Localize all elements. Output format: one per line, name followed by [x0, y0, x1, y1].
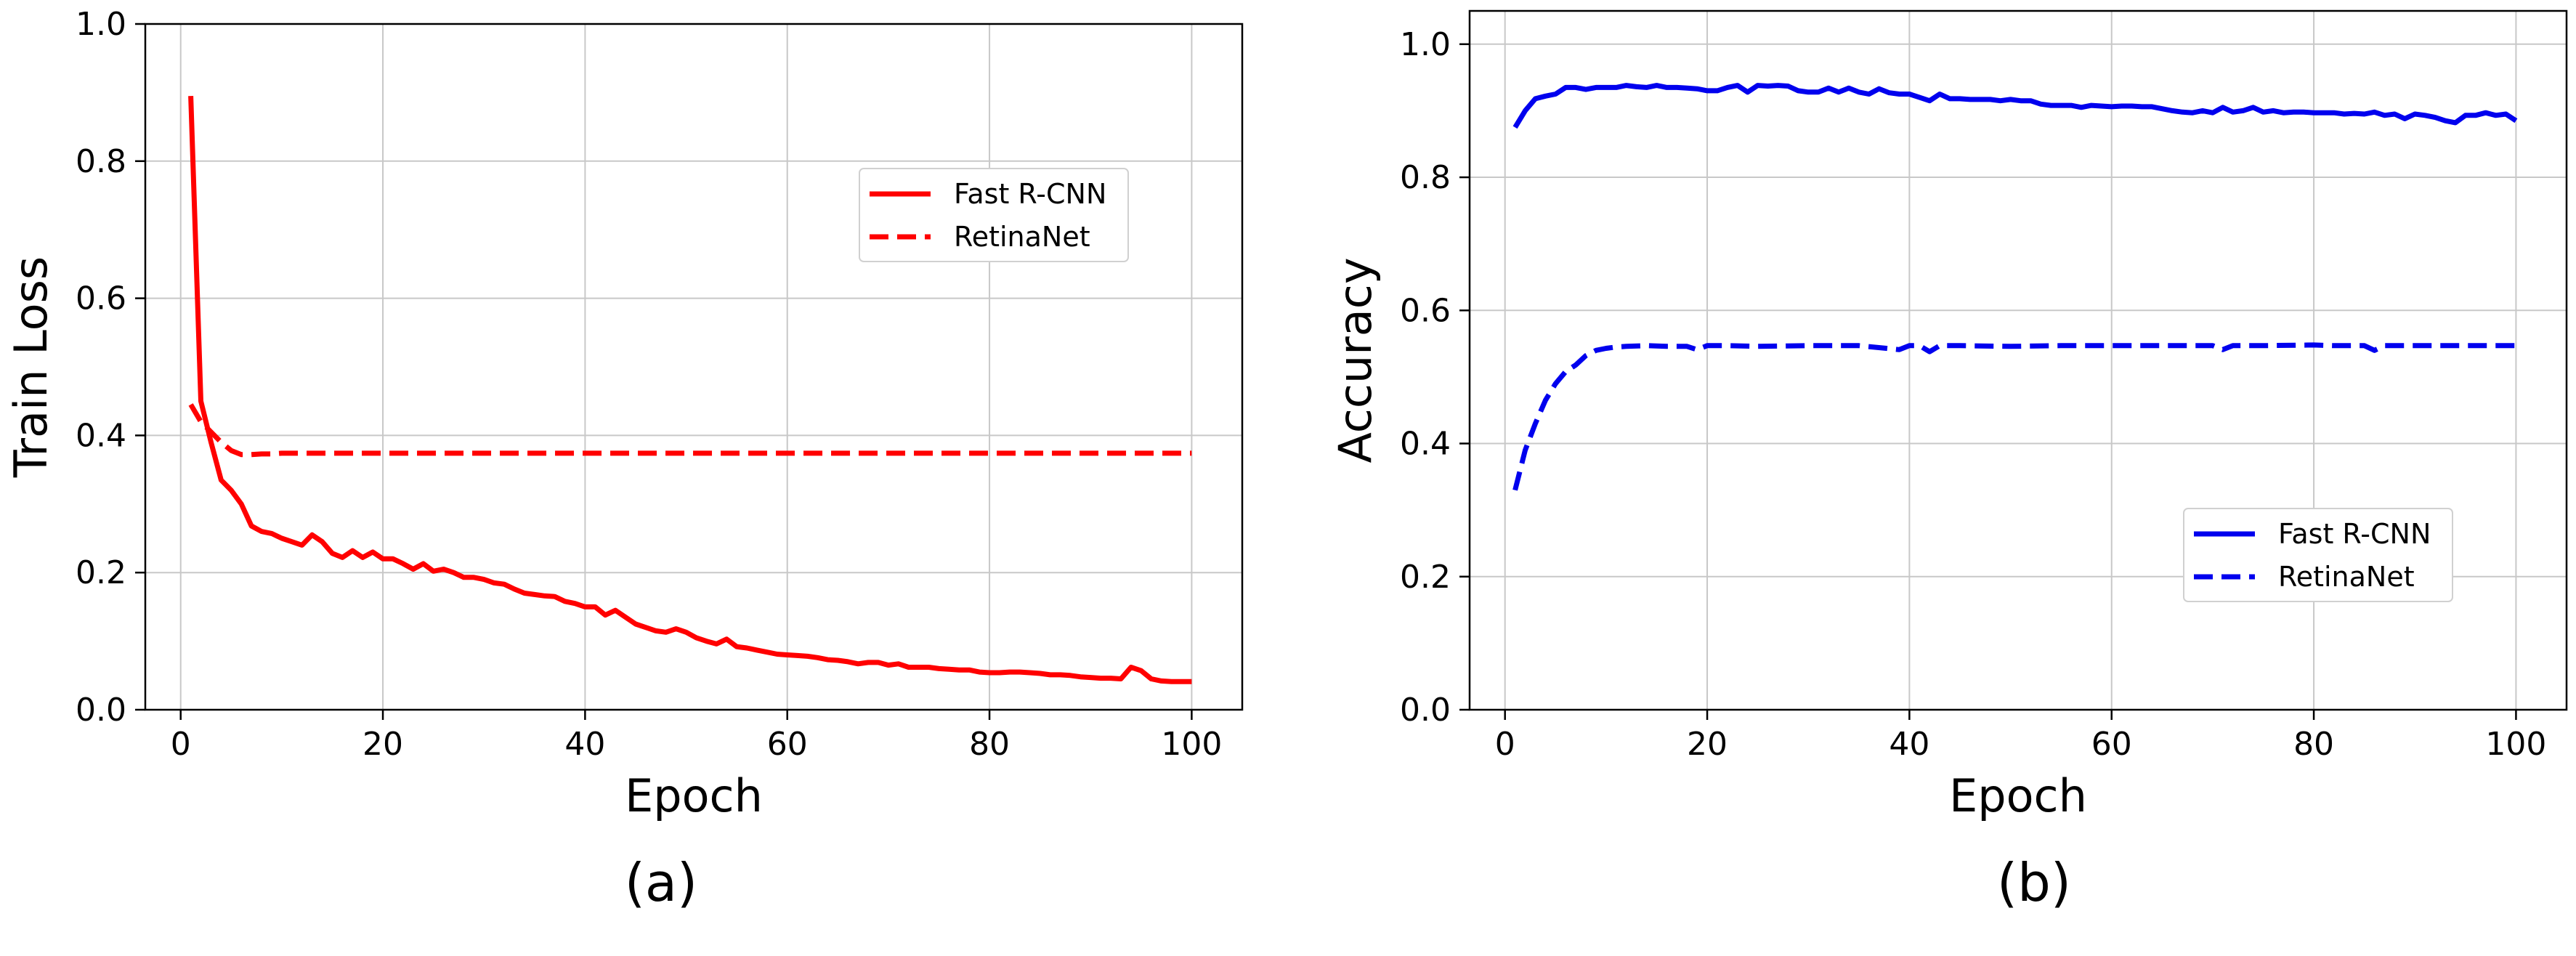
legend-label: Fast R-CNN	[2278, 518, 2431, 550]
legend-label: RetinaNet	[954, 221, 1090, 253]
x-tick-label: 60	[2091, 726, 2132, 763]
x-tick-label: 20	[362, 726, 403, 763]
y-tick-label: 0.6	[76, 280, 126, 317]
x-tick-label: 0	[1495, 726, 1515, 763]
x-tick-label: 40	[564, 726, 605, 763]
x-tick-label: 0	[171, 726, 191, 763]
y-tick-label: 0.8	[1400, 159, 1451, 196]
axes-frame	[144, 23, 1244, 711]
y-tick-label: 0.8	[76, 143, 126, 180]
y-axis-label: Train Loss	[4, 256, 57, 478]
series-line-fast-r-cnn	[188, 95, 1192, 684]
y-tick-label: 0.4	[76, 417, 126, 454]
y-tick-label: 0.0	[76, 692, 126, 729]
y-tick-label: 1.0	[76, 6, 126, 43]
panel-a: 0 20 40 60 80 100 0.0 0.2 0.4 0.6 0.8 1.0 Epoch Train…	[4, 6, 1244, 913]
y-tick-label: 0.6	[1400, 292, 1451, 329]
legend: Fast R-CNN RetinaNet	[2183, 508, 2453, 602]
x-tick-label: 100	[1161, 726, 1222, 763]
y-tick-label: 1.0	[1400, 26, 1451, 63]
y-tick-label: 0.2	[76, 554, 126, 591]
series-line-fast-r-cnn	[1512, 83, 2518, 129]
y-tick-label: 0.2	[1400, 559, 1451, 596]
legend: Fast R-CNN RetinaNet	[859, 168, 1129, 262]
series-line-retinanet	[188, 403, 1192, 458]
legend-label: RetinaNet	[2278, 561, 2415, 593]
x-tick-label: 80	[969, 726, 1010, 763]
series-line-retinanet	[1512, 342, 2516, 491]
x-tick-label: 40	[1889, 726, 1929, 763]
legend-label: Fast R-CNN	[954, 178, 1106, 210]
panel-caption: (b)	[1997, 852, 2071, 913]
x-tick-label: 20	[1687, 726, 1728, 763]
y-tick-label: 0.0	[1400, 692, 1451, 729]
y-axis-label: Accuracy	[1329, 257, 1382, 463]
panel-caption: (a)	[625, 852, 697, 913]
x-axis-label: Epoch	[625, 769, 763, 822]
x-tick-label: 60	[767, 726, 808, 763]
y-tick-label: 0.4	[1400, 426, 1451, 463]
x-tick-label: 80	[2293, 726, 2334, 763]
x-axis-label: Epoch	[1949, 769, 2087, 822]
x-tick-label: 100	[2485, 726, 2546, 763]
axes-frame	[1468, 9, 2568, 711]
panel-b: 0 20 40 60 80 100 0.0 0.2 0.4 0.6 0.8 1.0 Epoch Accur…	[1329, 9, 2568, 913]
